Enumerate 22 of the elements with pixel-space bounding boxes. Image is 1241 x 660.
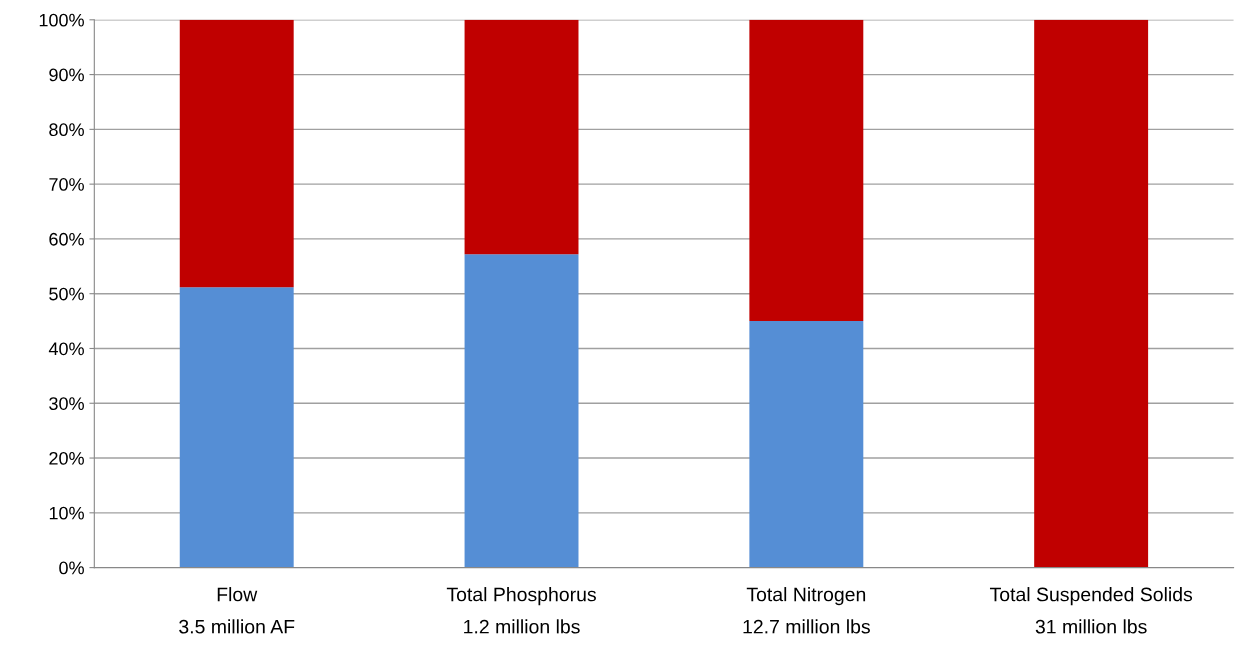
bar (1034, 19, 1149, 568)
y-tick-label: 10% (49, 506, 84, 520)
bar (179, 19, 294, 288)
bar (464, 254, 579, 568)
y-tick-label: 0% (59, 561, 84, 575)
y-tick-label: 90% (49, 68, 84, 82)
y-tick-label: 40% (48, 342, 84, 356)
y-tick-label: 80% (49, 123, 84, 137)
x-tick-label: Total Nitrogen 12.7 million lbs (743, 587, 870, 634)
y-tick-label: 100% (39, 13, 84, 27)
y-tick-label: 50% (49, 287, 84, 301)
bar (749, 19, 864, 322)
y-tick-label: 60% (49, 232, 84, 246)
bar (749, 321, 864, 568)
y-tick-label: 20% (49, 451, 84, 465)
x-tick-label: Total Suspended Solids 31 million lbs (989, 587, 1193, 634)
y-tick-label: 30% (49, 397, 84, 410)
bar (179, 287, 294, 568)
x-tick-label: Total Phosphorus 1.2 million lbs (446, 587, 596, 634)
x-tick-label: Flow 3.5 million AF (179, 587, 295, 634)
bar (464, 19, 579, 255)
y-tick-label: 70% (49, 178, 84, 191)
